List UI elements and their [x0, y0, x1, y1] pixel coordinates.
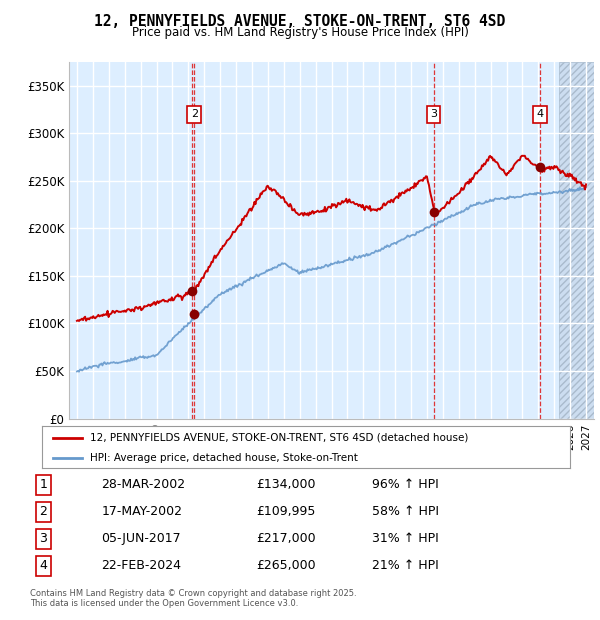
- Text: 4: 4: [40, 559, 47, 572]
- Text: £265,000: £265,000: [256, 559, 316, 572]
- Text: £109,995: £109,995: [256, 505, 315, 518]
- Bar: [559, 62, 594, 419]
- Text: 2: 2: [40, 505, 47, 518]
- Text: 58% ↑ HPI: 58% ↑ HPI: [372, 505, 439, 518]
- Text: 96% ↑ HPI: 96% ↑ HPI: [372, 479, 439, 492]
- Text: HPI: Average price, detached house, Stoke-on-Trent: HPI: Average price, detached house, Stok…: [89, 453, 358, 463]
- Text: Contains HM Land Registry data © Crown copyright and database right 2025.
This d: Contains HM Land Registry data © Crown c…: [30, 589, 356, 608]
- Text: 12, PENNYFIELDS AVENUE, STOKE-ON-TRENT, ST6 4SD: 12, PENNYFIELDS AVENUE, STOKE-ON-TRENT, …: [94, 14, 506, 29]
- Text: 3: 3: [40, 533, 47, 546]
- Text: 17-MAY-2002: 17-MAY-2002: [101, 505, 182, 518]
- Text: 28-MAR-2002: 28-MAR-2002: [101, 479, 185, 492]
- Text: 05-JUN-2017: 05-JUN-2017: [101, 533, 181, 546]
- Text: 1: 1: [40, 479, 47, 492]
- Text: 2: 2: [191, 109, 198, 119]
- Text: £134,000: £134,000: [256, 479, 316, 492]
- Text: Price paid vs. HM Land Registry's House Price Index (HPI): Price paid vs. HM Land Registry's House …: [131, 26, 469, 39]
- Text: 22-FEB-2024: 22-FEB-2024: [101, 559, 181, 572]
- Text: 4: 4: [537, 109, 544, 119]
- Text: 21% ↑ HPI: 21% ↑ HPI: [372, 559, 439, 572]
- Text: £217,000: £217,000: [256, 533, 316, 546]
- Text: 3: 3: [430, 109, 437, 119]
- Text: 12, PENNYFIELDS AVENUE, STOKE-ON-TRENT, ST6 4SD (detached house): 12, PENNYFIELDS AVENUE, STOKE-ON-TRENT, …: [89, 433, 468, 443]
- Text: 31% ↑ HPI: 31% ↑ HPI: [372, 533, 439, 546]
